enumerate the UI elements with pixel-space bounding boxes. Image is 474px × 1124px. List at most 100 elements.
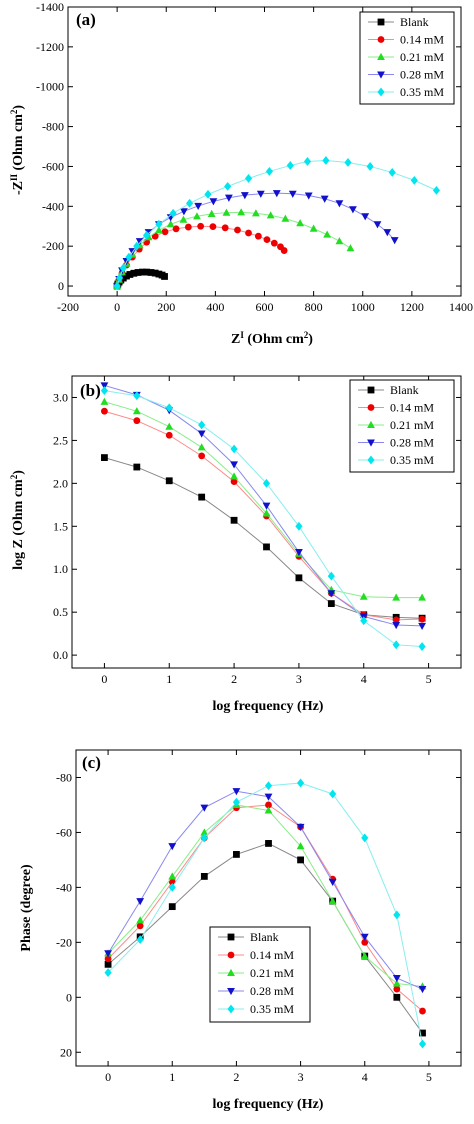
data-point bbox=[143, 230, 151, 240]
series-line bbox=[116, 159, 437, 287]
data-point bbox=[125, 252, 133, 262]
data-point bbox=[119, 263, 127, 273]
data-point bbox=[346, 244, 355, 252]
data-point bbox=[373, 221, 382, 229]
data-point bbox=[130, 269, 138, 277]
legend-label: 0.35 mM bbox=[400, 85, 444, 99]
x-tick-label: 3 bbox=[296, 672, 302, 686]
data-point bbox=[198, 493, 206, 501]
legend-box bbox=[359, 11, 455, 105]
series-035-mM bbox=[104, 778, 427, 1049]
data-point bbox=[126, 271, 134, 278]
legend-marker bbox=[367, 455, 375, 465]
data-point bbox=[168, 872, 177, 880]
legend-box bbox=[349, 379, 455, 473]
y-tick-label: 1.0 bbox=[53, 562, 68, 576]
data-point bbox=[200, 873, 208, 880]
chart-panel-2: 0 1 2 3 4 5 0.0 0.5 1.0 1.5 2.0 2.5 3.0 Blank 0.14 mM 0… bbox=[9, 375, 462, 714]
x-axis-label: log frequency (Hz) bbox=[213, 1097, 324, 1112]
legend: Blank 0.14 mM 0.21 mM 0.28 mM 0.35 mM bbox=[209, 926, 311, 1023]
data-point bbox=[133, 241, 141, 251]
legend-marker bbox=[367, 386, 375, 394]
data-point bbox=[224, 181, 232, 191]
data-point bbox=[344, 158, 352, 167]
data-point bbox=[180, 208, 188, 216]
x-tick-label: 0 bbox=[105, 1070, 111, 1084]
y-tick-label: -200 bbox=[42, 239, 64, 253]
legend-label: 0.14 mM bbox=[390, 401, 434, 415]
data-point bbox=[251, 209, 260, 217]
y-axis-label: log Z (Ohm cm2) bbox=[9, 470, 26, 570]
panel-label: (b) bbox=[80, 381, 101, 400]
data-point bbox=[132, 407, 141, 415]
data-point bbox=[230, 472, 238, 480]
x-tick-label: 2 bbox=[231, 672, 237, 686]
data-point bbox=[360, 933, 369, 941]
y-axis-label: -ZII (Ohm cm2) bbox=[9, 105, 26, 195]
y-tick-label: -1400 bbox=[36, 0, 64, 14]
data-point bbox=[419, 1029, 426, 1037]
data-point bbox=[230, 461, 238, 469]
y-tick-label: -1200 bbox=[36, 40, 64, 54]
data-point bbox=[166, 220, 175, 228]
plot-frame bbox=[71, 375, 462, 669]
data-point bbox=[360, 616, 368, 626]
data-point bbox=[320, 195, 329, 203]
data-point bbox=[263, 236, 271, 243]
data-point bbox=[335, 200, 344, 208]
data-point bbox=[304, 192, 313, 200]
data-point bbox=[161, 228, 169, 236]
x-tick-label: 600 bbox=[256, 300, 274, 314]
data-point bbox=[329, 789, 337, 799]
data-point bbox=[139, 268, 146, 276]
data-point bbox=[135, 238, 144, 246]
data-point bbox=[328, 878, 337, 886]
y-tick-label: 2.0 bbox=[53, 476, 68, 490]
x-tick-label: 5 bbox=[426, 672, 432, 686]
data-point bbox=[104, 955, 112, 963]
data-point bbox=[232, 797, 240, 807]
chart-panel-3: 0 1 2 3 4 5 20 0 -20 -40 -60 -80 Blank 0.14 mM 0.21 mM… bbox=[19, 749, 462, 1112]
data-point bbox=[265, 167, 273, 176]
data-point bbox=[209, 223, 217, 231]
x-axis-label: ZI (Ohm cm2) bbox=[231, 330, 313, 347]
data-point bbox=[295, 521, 303, 531]
data-point bbox=[133, 463, 141, 471]
series-028-mM bbox=[113, 190, 399, 291]
data-point bbox=[295, 574, 303, 582]
data-point bbox=[327, 571, 335, 581]
legend-label: 0.21 mM bbox=[390, 418, 434, 432]
legend-label: 0.14 mM bbox=[250, 948, 294, 962]
y-tick-label: -40 bbox=[56, 880, 72, 894]
data-point bbox=[134, 269, 142, 276]
y-tick-label: 2.5 bbox=[53, 433, 68, 447]
data-point bbox=[328, 897, 337, 905]
x-tick-label: 3 bbox=[298, 1070, 304, 1084]
data-point bbox=[165, 422, 174, 430]
data-point bbox=[165, 477, 173, 485]
data-point bbox=[393, 985, 401, 993]
data-point bbox=[221, 224, 229, 232]
data-point bbox=[234, 226, 241, 234]
legend-label: 0.21 mM bbox=[400, 50, 444, 64]
data-point bbox=[265, 840, 272, 847]
x-tick-label: 5 bbox=[426, 1070, 432, 1084]
y-tick-label: -400 bbox=[42, 199, 64, 213]
chart-panel-1: -200 0 200 400 600 800 1000 1200 1400 0 -200 -400 -6… bbox=[9, 0, 473, 347]
data-point bbox=[392, 640, 400, 650]
data-point bbox=[161, 273, 168, 280]
data-point bbox=[200, 804, 209, 812]
data-point bbox=[418, 642, 426, 651]
data-point bbox=[233, 851, 240, 858]
data-point bbox=[272, 190, 281, 198]
data-point bbox=[393, 993, 401, 1001]
data-point bbox=[136, 916, 145, 924]
data-point bbox=[133, 391, 141, 401]
data-point bbox=[244, 173, 253, 183]
data-point bbox=[184, 223, 192, 231]
data-point bbox=[245, 229, 252, 237]
data-point bbox=[165, 431, 173, 439]
data-point bbox=[155, 219, 163, 229]
data-point bbox=[327, 590, 336, 598]
